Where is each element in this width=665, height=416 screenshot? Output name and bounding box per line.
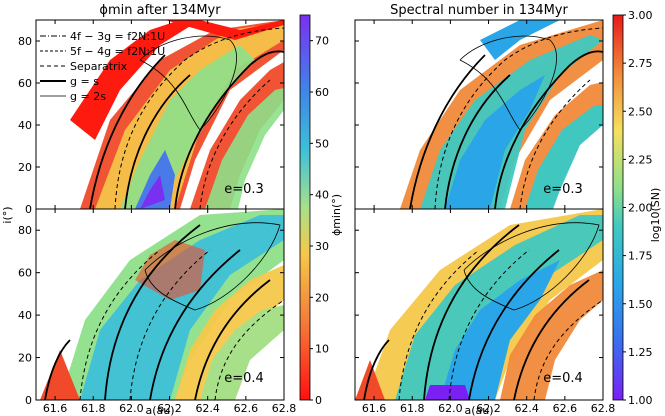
y-tick-label: 40 bbox=[18, 309, 32, 322]
y-tick-label: 40 bbox=[18, 119, 32, 132]
colorbar-left-tick-label: 40 bbox=[315, 189, 329, 202]
x-tick-label: 62.6 bbox=[234, 402, 259, 415]
resonance-curves-top-left bbox=[89, 27, 284, 209]
x-tick-label: 61.6 bbox=[362, 402, 387, 415]
x-axis-label-right: a(au) bbox=[464, 404, 493, 416]
colorbar-right-tick-label: 3.00 bbox=[628, 9, 653, 22]
legend-label-separatrix: Separatrix bbox=[70, 60, 128, 73]
annotation-top-left: e=0.3 bbox=[224, 182, 264, 197]
resonance-curves-top-right bbox=[409, 27, 603, 209]
colorbar-left-tick-label: 60 bbox=[315, 86, 329, 99]
x-tick-label: 62.2 bbox=[157, 402, 182, 415]
title-left: ϕmin after 134Myr bbox=[99, 3, 221, 18]
y-tick-label: 80 bbox=[18, 224, 32, 237]
legend-label-g-s: g = s bbox=[70, 75, 99, 88]
colorbar-left-tick-label: 30 bbox=[315, 240, 329, 253]
annotation-bottom-left: e=0.4 bbox=[224, 371, 264, 386]
x-tick-label: 62.0 bbox=[438, 402, 463, 415]
heatmap-bottom-right bbox=[355, 209, 603, 400]
x-axis-label-left: a(au) bbox=[145, 404, 174, 416]
y-tick-label: 20 bbox=[18, 161, 32, 174]
resonance-curves-bottom-left bbox=[44, 222, 284, 400]
y-tick-label: 0 bbox=[25, 203, 32, 216]
y-axis-label: i(°) bbox=[1, 206, 14, 223]
colorbar-left-tick-label: 20 bbox=[315, 291, 329, 304]
colorbar-left-tick-label: 10 bbox=[315, 343, 329, 356]
annotation-bottom-right: e=0.4 bbox=[543, 371, 583, 386]
axes-frame-bottom-right bbox=[354, 208, 604, 401]
colorbar-right-tick-label: 2.25 bbox=[628, 153, 653, 166]
colorbar-left-tick-label: 70 bbox=[315, 35, 329, 48]
x-tick-label: 62.4 bbox=[514, 402, 539, 415]
annotation-top-right: e=0.3 bbox=[543, 182, 583, 197]
colorbar-right-tick-label: 2.00 bbox=[628, 202, 653, 215]
x-tick-label: 62.2 bbox=[476, 402, 501, 415]
x-tick-label: 61.6 bbox=[43, 402, 68, 415]
colorbar-right-label: log10(SN) bbox=[649, 188, 662, 243]
heatmap-top-left bbox=[70, 20, 284, 209]
y-tick-label: 0 bbox=[25, 394, 32, 407]
legend-label-g-2s: g = 2s bbox=[70, 90, 106, 103]
y-tick-label: 60 bbox=[18, 267, 32, 280]
colorbar-left-tick-label: 50 bbox=[315, 137, 329, 150]
heatmap-top-right bbox=[400, 20, 603, 209]
colorbar-right-tick-label: 1.00 bbox=[628, 394, 653, 407]
resonance-curves-bottom-right bbox=[363, 222, 603, 400]
x-tick-label: 62.4 bbox=[195, 402, 220, 415]
colorbar-right-tick-label: 1.25 bbox=[628, 346, 653, 359]
x-tick-label: 61.8 bbox=[81, 402, 106, 415]
x-tick-label: 62.6 bbox=[553, 402, 578, 415]
legend-label-4f3g: 4f − 3g = f2N:1U bbox=[70, 30, 165, 43]
y-tick-label: 20 bbox=[18, 352, 32, 365]
colorbar-right-tick-label: 1.50 bbox=[628, 298, 653, 311]
title-right: Spectral number in 134Myr bbox=[390, 3, 568, 18]
colorbar-left-tick-label: 0 bbox=[315, 394, 322, 407]
axes-frame-bottom-left bbox=[35, 208, 285, 401]
colorbar-right-tick-label: 2.50 bbox=[628, 105, 653, 118]
legend-label-5f4g: 5f − 4g = f2N:1U bbox=[70, 45, 165, 58]
legend: 4f − 3g = f2N:1U 5f − 4g = f2N:1U Separa… bbox=[40, 30, 165, 103]
y-tick-label: 80 bbox=[18, 35, 32, 48]
colorbar-left-label: ϕmin(°) bbox=[330, 194, 343, 236]
colorbar-right-tick-label: 2.75 bbox=[628, 57, 653, 70]
colorbar-right bbox=[612, 14, 624, 401]
ticks-layer: 0 20 40 60 80 0 20 40 60 80 61.6 61.8 62.0 62.2 62.4 62… bbox=[18, 9, 653, 415]
x-tick-label: 61.8 bbox=[400, 402, 425, 415]
x-tick-label: 62.8 bbox=[272, 402, 297, 415]
x-tick-label: 62.0 bbox=[119, 402, 144, 415]
x-tick-label: 62.8 bbox=[591, 402, 616, 415]
colorbar-right-tick-label: 1.75 bbox=[628, 250, 653, 263]
y-tick-label: 60 bbox=[18, 77, 32, 90]
colorbar-left bbox=[299, 14, 311, 401]
